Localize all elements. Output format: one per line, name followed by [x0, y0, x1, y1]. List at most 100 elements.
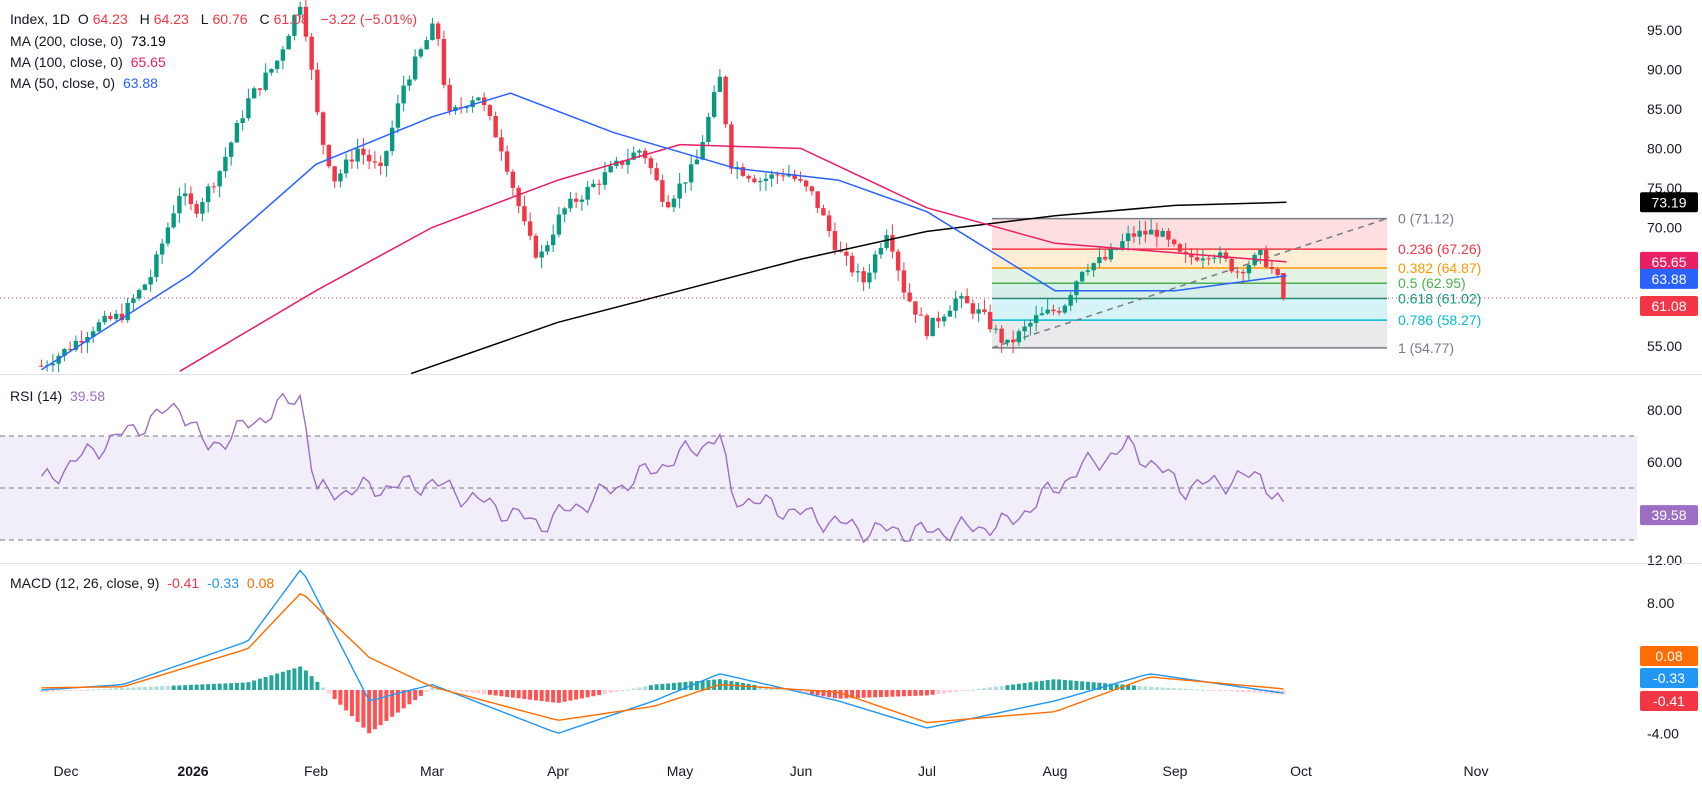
- candle-body: [297, 6, 303, 16]
- ma200-value: 73.19: [130, 33, 166, 49]
- macd-signal-line: [41, 592, 1284, 724]
- macd-hist-bar: [430, 687, 435, 690]
- candle-body: [516, 187, 521, 207]
- macd-hist-bar: [855, 690, 860, 698]
- symbol-label: Index, 1D: [10, 11, 70, 27]
- macd-hist-bar: [165, 685, 170, 690]
- candle-body: [1281, 273, 1286, 298]
- macd-hist-bar: [953, 690, 958, 692]
- price-tick-label: 85.00: [1647, 101, 1682, 117]
- pane-separator-price[interactable]: [0, 374, 1702, 375]
- ma50-value: 63.88: [122, 75, 158, 91]
- macd-hist-bar: [45, 690, 50, 692]
- macd-hist-bar: [62, 690, 67, 691]
- candle-body: [1074, 281, 1079, 296]
- price-axis-tag-bg: [1640, 268, 1698, 289]
- candle-body: [1120, 241, 1125, 249]
- candle-body: [688, 164, 694, 183]
- macd-hist-bar: [211, 683, 216, 690]
- candle-body: [274, 60, 280, 69]
- candle-body: [1177, 244, 1183, 252]
- candle-body: [142, 284, 148, 290]
- macd-hist-value: -0.41: [167, 575, 200, 591]
- candle-body: [102, 315, 107, 323]
- macd-hist-bar: [292, 668, 297, 690]
- macd-hist-bar: [602, 690, 607, 695]
- rsi-axis-tag: 39.58: [1651, 507, 1686, 523]
- candle-body: [418, 49, 424, 57]
- macd-hist-bar: [1016, 683, 1021, 690]
- candle-body: [861, 271, 866, 283]
- macd-axis-tag-bg: [1640, 691, 1698, 711]
- candle-body: [384, 151, 389, 167]
- candle-body: [159, 243, 165, 255]
- candle-body: [665, 201, 671, 208]
- macd-hist-bar: [482, 690, 487, 695]
- candle-body: [435, 23, 441, 39]
- candle-body: [585, 186, 590, 200]
- macd-hist-bar: [861, 690, 866, 698]
- candle-body: [913, 301, 918, 315]
- macd-hist-bar: [539, 690, 544, 702]
- macd-hist-bar: [390, 690, 395, 717]
- macd-hist-bar: [1218, 690, 1223, 691]
- macd-hist-bar: [804, 690, 809, 694]
- macd-hist-bar: [229, 683, 234, 690]
- x-axis-label: May: [667, 763, 693, 779]
- macd-hist-bar: [321, 687, 326, 690]
- low-value: 60.76: [212, 11, 248, 27]
- macd-axis-tag: 0.08: [1655, 648, 1682, 664]
- candle-body: [648, 158, 654, 169]
- candle-body: [286, 35, 291, 50]
- macd-hist-bar: [453, 690, 458, 691]
- candle-body: [470, 100, 475, 108]
- macd-hist-bar: [1281, 690, 1286, 695]
- macd-hist-bar: [832, 690, 837, 699]
- macd-hist-bar: [625, 689, 630, 691]
- macd-hist-bar: [39, 690, 44, 693]
- candle-body: [1068, 295, 1073, 306]
- macd-hist-bar: [999, 685, 1004, 690]
- candle-body: [763, 178, 769, 181]
- macd-hist-bar: [1252, 690, 1257, 693]
- x-axis-label: 2026: [177, 763, 208, 779]
- candle-body: [39, 365, 44, 367]
- candle-body: [918, 314, 924, 316]
- macd-hist-bar: [1097, 682, 1102, 690]
- candle-body: [711, 91, 717, 117]
- candle-body: [1005, 339, 1010, 343]
- macd-hist-bar: [884, 690, 889, 697]
- candle-body: [1160, 231, 1165, 237]
- open-value: 64.23: [92, 11, 128, 27]
- pane-separator-rsi[interactable]: [0, 563, 1702, 564]
- candle-body: [936, 317, 941, 322]
- candle-body: [493, 115, 498, 138]
- candle-body: [1033, 315, 1039, 323]
- macd-hist-bar: [1166, 687, 1171, 690]
- candle-body: [372, 161, 378, 163]
- candle-body: [780, 175, 786, 177]
- candle-body: [786, 174, 792, 177]
- macd-hist-bar: [677, 682, 682, 690]
- candle-body: [964, 296, 970, 304]
- macd-hist-bar: [1011, 684, 1016, 690]
- candle-body: [240, 118, 245, 123]
- macd-hist-bar: [407, 690, 412, 705]
- macd-hist-bar: [585, 690, 590, 698]
- candle-body: [182, 193, 188, 197]
- macd-hist-bar: [1005, 685, 1010, 690]
- fib-level-label: 0.5 (62.95): [1398, 275, 1466, 291]
- candle-body: [1223, 252, 1229, 259]
- macd-hist-bar: [91, 689, 96, 691]
- macd-hist-bar: [896, 690, 901, 697]
- candle-body: [953, 298, 958, 311]
- macd-hist-bar: [809, 690, 814, 695]
- candle-body: [556, 214, 562, 235]
- macd-hist-bar: [1028, 682, 1033, 690]
- change-value: −3.22 (−5.01%): [320, 11, 418, 27]
- candle-body: [326, 144, 332, 167]
- candle-body: [453, 107, 458, 111]
- macd-hist-bar: [533, 690, 538, 701]
- candle-body: [280, 49, 286, 61]
- macd-hist-bar: [217, 683, 222, 690]
